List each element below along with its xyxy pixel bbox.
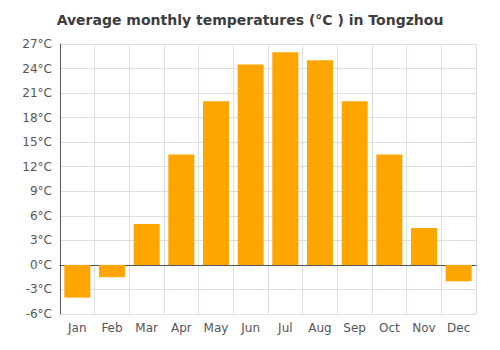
svg-text:May: May (204, 321, 229, 335)
svg-text:21°C: 21°C (22, 86, 52, 100)
svg-text:6°C: 6°C (30, 209, 52, 223)
svg-text:Average monthly temperatures (: Average monthly temperatures (°C ) in To… (57, 12, 444, 28)
svg-text:27°C: 27°C (22, 37, 52, 51)
svg-text:Dec: Dec (447, 321, 470, 335)
svg-text:9°C: 9°C (30, 184, 52, 198)
svg-text:-6°C: -6°C (26, 307, 52, 321)
svg-text:18°C: 18°C (22, 111, 52, 125)
svg-text:24°C: 24°C (22, 62, 52, 76)
svg-text:15°C: 15°C (22, 135, 52, 149)
svg-text:Sep: Sep (343, 321, 366, 335)
svg-text:Oct: Oct (379, 321, 400, 335)
svg-text:12°C: 12°C (22, 160, 52, 174)
svg-text:Jul: Jul (277, 321, 292, 335)
svg-text:Jan: Jan (67, 321, 87, 335)
svg-text:Apr: Apr (171, 321, 192, 335)
svg-text:-3°C: -3°C (26, 282, 52, 296)
svg-text:Aug: Aug (308, 321, 331, 335)
svg-text:Jun: Jun (240, 321, 260, 335)
svg-text:Feb: Feb (101, 321, 122, 335)
svg-text:Nov: Nov (412, 321, 435, 335)
svg-text:Mar: Mar (135, 321, 158, 335)
svg-text:3°C: 3°C (30, 233, 52, 247)
svg-text:0°C: 0°C (30, 258, 52, 272)
